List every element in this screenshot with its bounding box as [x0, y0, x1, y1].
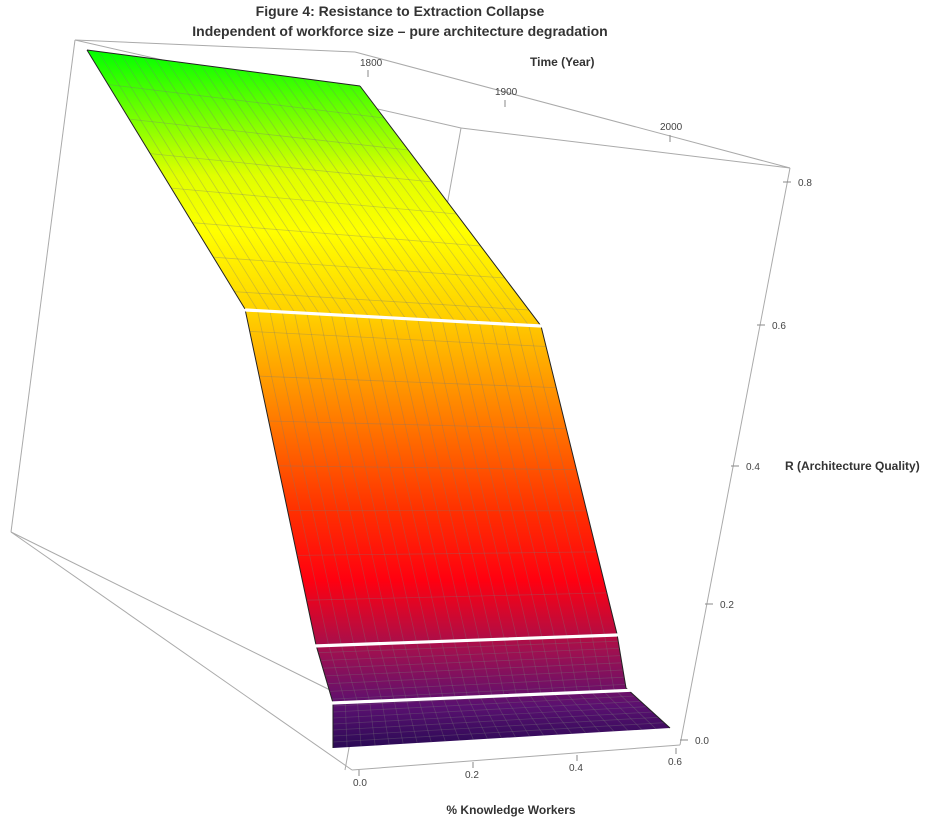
box-edge-top-front: [74, 39, 356, 53]
mesh-line-transverse: [325, 662, 622, 677]
z-tick-label-0-2: 0.2: [720, 600, 734, 611]
mesh-line-transverse: [332, 700, 641, 719]
x-tick-label-0-0: 0.0: [353, 778, 367, 789]
box-edge-bottom-left: [10, 531, 353, 771]
mesh-line-transverse: [129, 118, 409, 151]
mesh-line-transverse: [332, 722, 665, 743]
time-tick-label-1900: 1900: [495, 87, 518, 98]
mesh-line-transverse: [329, 676, 625, 692]
mesh-line-transverse: [268, 420, 567, 430]
z-axis-label: R (Architecture Quality): [785, 459, 920, 473]
mesh-line-transverse: [331, 684, 626, 700]
mesh-line-transverse: [278, 465, 577, 471]
time-tick-label-2000: 2000: [660, 122, 683, 133]
mesh-line-transverse: [171, 187, 457, 215]
box-edge-bottom-front: [351, 744, 681, 771]
mesh-line-transverse: [322, 655, 621, 669]
mesh-line-transverse: [332, 716, 659, 737]
mesh-line-transverse: [192, 222, 481, 247]
x-tick-label-0-4: 0.4: [569, 763, 583, 774]
chart-title: Figure 4: Resistance to Extraction Colla…: [256, 3, 545, 19]
threshold-line-lower: [330, 688, 640, 705]
threshold-line-upper: [244, 308, 543, 328]
x-tick-label-0-6: 0.6: [668, 757, 682, 768]
surface-fill: [87, 50, 670, 748]
z-axis: R (Architecture Quality) 0.8 0.6 0.4 0.2…: [680, 178, 920, 747]
mesh-line-transverse: [332, 706, 647, 725]
chart-subtitle: Independent of workforce size – pure arc…: [192, 23, 607, 39]
mesh-line-transverse: [318, 640, 619, 654]
mesh-line-transverse: [327, 669, 624, 685]
mesh-line-transverse: [306, 592, 607, 601]
box-edge-right-vertical: [679, 167, 791, 746]
mesh-line-transverse: [213, 256, 505, 279]
time-tick-label-1800: 1800: [360, 58, 383, 69]
box-edge-top-right: [460, 127, 791, 169]
mesh-line-transverse: [150, 153, 433, 183]
mesh-line-transverse: [320, 648, 620, 661]
z-tick-label-0-8: 0.8: [798, 178, 812, 189]
box-edge-left-vertical: [10, 39, 76, 533]
threshold-line-middle: [312, 633, 619, 648]
z-tick-label-0-6: 0.6: [772, 321, 786, 332]
z-tick-label-0-4: 0.4: [746, 462, 760, 473]
mesh-line-transverse: [108, 84, 385, 119]
time-axis: Time (Year) 1800 1900 2000: [360, 55, 683, 142]
mesh-line-transverse: [234, 291, 529, 311]
time-axis-label: Time (Year): [530, 55, 594, 69]
box-edge-top-far: [354, 51, 791, 169]
z-tick-label-0-0: 0.0: [695, 736, 709, 747]
x-axis: % Knowledge Workers 0.0 0.2 0.4 0.6: [353, 748, 682, 817]
mesh-line-transverse: [297, 551, 597, 556]
surface: [86, 49, 671, 748]
mesh-line-transverse: [259, 375, 557, 388]
mesh-line-transverse: [332, 695, 635, 713]
x-tick-label-0-2: 0.2: [465, 770, 479, 781]
x-axis-label: % Knowledge Workers: [446, 803, 575, 817]
box-edge-bottom-left-upper: [10, 531, 331, 691]
mesh-line-transverse: [249, 331, 547, 347]
surface-outline-top: [86, 49, 361, 87]
mesh-line-transverse: [332, 711, 653, 731]
